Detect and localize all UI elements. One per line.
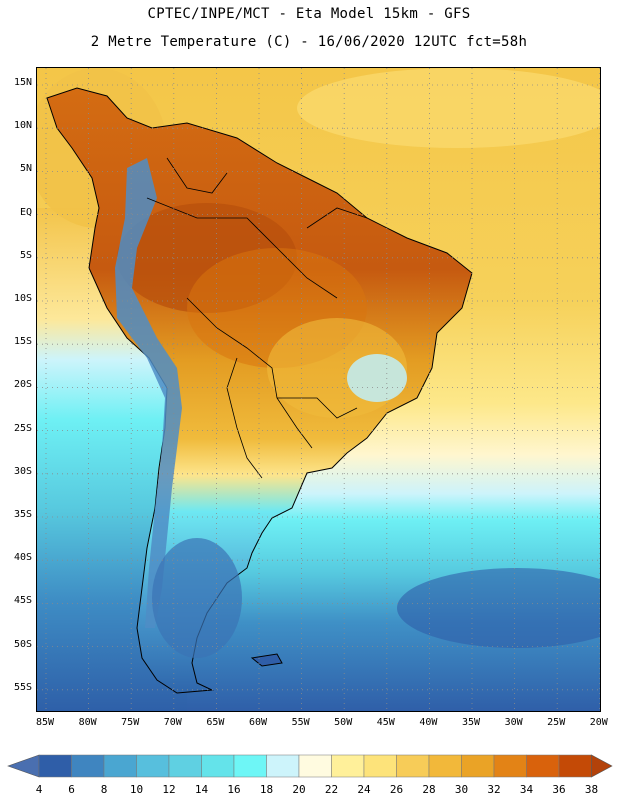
lon-label: 45W [376,717,395,728]
lon-label: 40W [419,717,438,728]
color-bar-segment [493,754,527,778]
lon-label: 80W [78,717,97,728]
color-bar-segment [103,754,137,778]
lat-label: 45S [13,595,32,607]
color-bar-label: 14 [194,783,209,796]
color-bar-high-arrow [591,754,613,778]
lat-label: 15N [13,77,32,88]
patagonia-cold-zone [152,538,242,658]
color-bar-label: 20 [292,783,306,796]
color-bar-label: 24 [357,783,371,796]
color-bar-segment [558,754,592,778]
color-bar-label: 16 [227,783,241,796]
color-bar-segment [428,754,462,778]
temperature-map-canvas [37,68,600,711]
lat-label: 10N [13,120,32,132]
color-bar-segment [396,754,430,778]
lat-label: 35S [13,509,32,520]
lon-label: 65W [206,717,225,728]
color-bar-label: 34 [519,783,534,796]
color-bar-label: 38 [584,783,599,796]
color-bar-label: 28 [422,783,436,796]
color-bar-segment [136,754,170,778]
color-bar-label: 26 [389,783,404,796]
lon-label: 55W [291,717,310,728]
map-title-line-2: 2 Metre Temperature (C) - 16/06/2020 12U… [90,34,528,50]
color-bar-segment [331,754,365,778]
color-bar-segment [71,754,105,778]
lon-label: 70W [163,717,182,728]
color-bar-segment [201,754,235,778]
lon-label: 85W [35,717,55,728]
color-bar-segment [526,754,560,778]
lat-label: 10S [13,293,32,304]
lat-label: EQ [19,206,32,218]
lat-label: 30S [13,465,32,477]
color-bar-label: 4 [35,783,43,796]
color-bar-label: 22 [324,783,339,796]
color-bar-label: 30 [454,783,469,796]
lat-label: 40S [13,552,32,564]
lon-label: 30W [504,717,523,728]
temperature-color-bar [7,754,613,778]
color-bar-segment [266,754,300,778]
color-bar-label: 6 [68,783,75,796]
color-bar-label: 36 [552,783,566,796]
lat-label: 50S [13,638,32,650]
color-bar-label: 12 [162,783,176,796]
color-bar-low-arrow [7,754,40,778]
andes-cold-strip [115,158,182,628]
highland-cool-spot [347,354,407,402]
coordinate-grid [37,68,600,711]
lon-label: 20W [589,717,608,728]
color-bar-segment [298,754,332,778]
color-bar-segment [461,754,495,778]
color-bar-segment [168,754,202,778]
temperature-map [36,67,601,712]
map-title-line-1: CPTEC/INPE/MCT - Eta Model 15km - GFS [147,6,471,22]
color-bar-label: 8 [100,783,108,796]
color-bar-label: 18 [259,783,274,796]
lat-label: 25S [13,422,32,434]
lon-label: 35W [461,717,481,728]
color-bar-segment [363,754,397,778]
south-atlantic-cold-zone [397,568,600,648]
lat-label: 5S [19,249,32,261]
color-bar-label: 10 [129,783,144,796]
lat-label: 20S [13,379,32,391]
color-bar-segment [38,754,72,778]
lon-label: 50W [334,717,353,728]
color-bar-segment [233,754,267,778]
lat-label: 5N [19,163,32,175]
color-bar-label: 32 [487,783,501,796]
lon-label: 60W [248,717,268,728]
lat-label: 55S [13,681,32,693]
lon-label: 25W [547,717,566,728]
lon-label: 75W [121,717,140,728]
lat-label: 15S [13,336,32,348]
